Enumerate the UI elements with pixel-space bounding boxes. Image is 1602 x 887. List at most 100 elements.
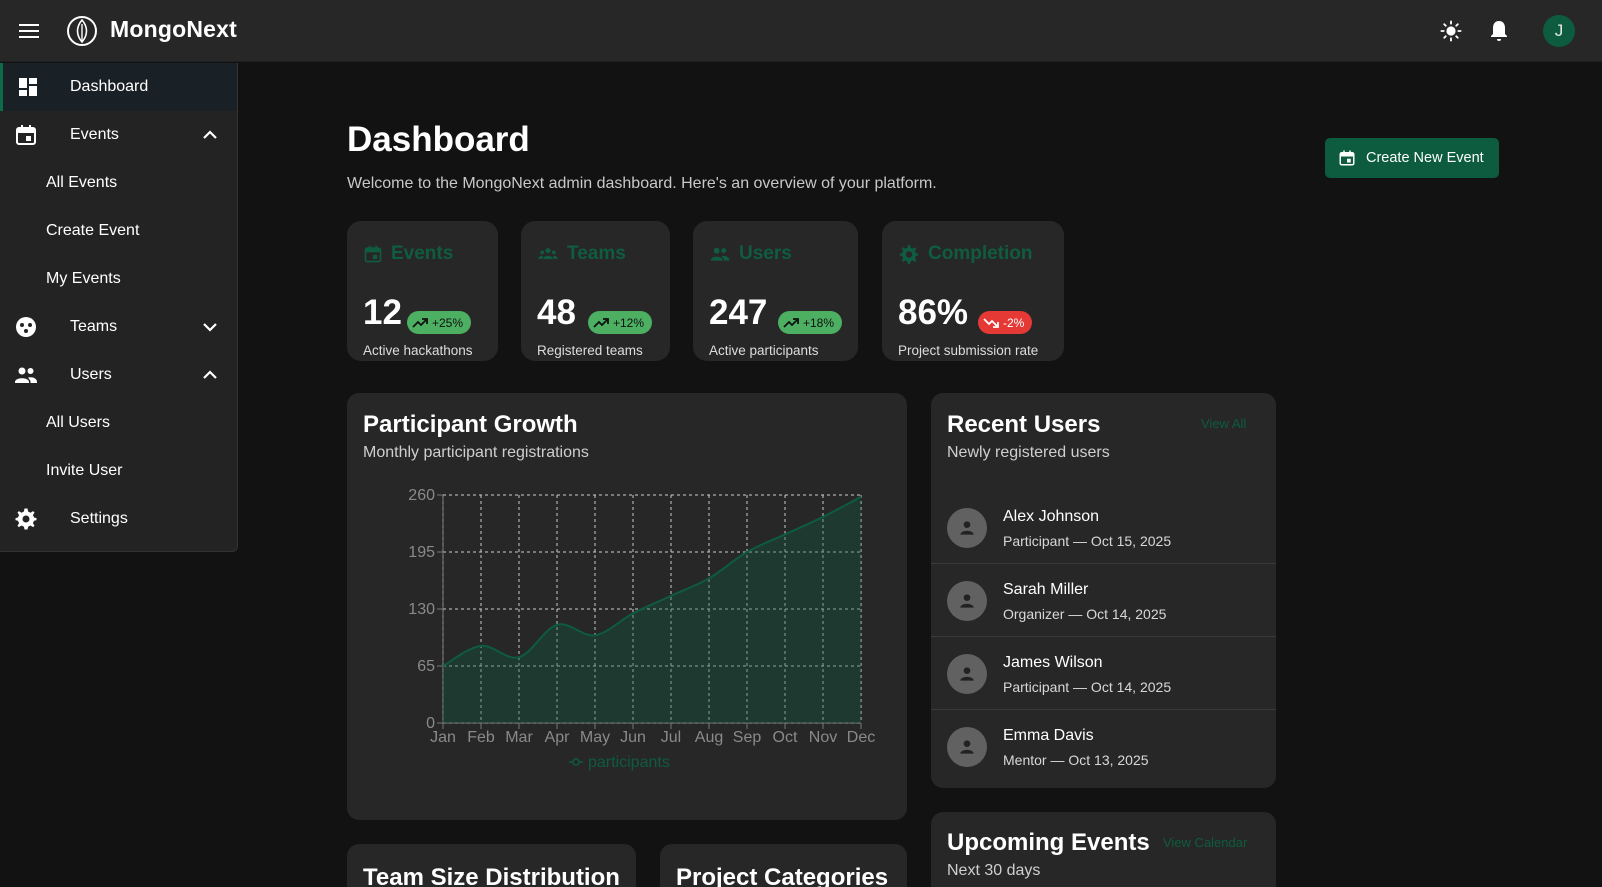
person-icon	[960, 521, 974, 535]
legend-swatch-dot	[572, 758, 580, 766]
stat-caption: Registered teams	[537, 343, 643, 358]
sidebar-item-label: Settings	[70, 510, 128, 527]
avatar	[947, 508, 987, 548]
logo-icon	[66, 15, 98, 47]
notifications-bell-icon[interactable]	[1487, 19, 1511, 43]
list-item[interactable]: Emma Davis Mentor — Oct 13, 2025	[931, 710, 1276, 783]
x-tick-label: Sep	[733, 729, 762, 746]
view-calendar-link[interactable]: View Calendar	[1163, 835, 1248, 850]
sidebar-item-teams[interactable]: Teams	[0, 303, 237, 351]
sidebar-item-my-events[interactable]: My Events	[0, 255, 237, 303]
trend-value: +25%	[432, 315, 464, 330]
avatar	[947, 654, 987, 694]
card-title: Team Size Distribution	[363, 864, 620, 887]
sidebar-item-users[interactable]: Users	[0, 351, 237, 399]
stat-caption: Active participants	[709, 343, 819, 358]
stat-card-teams: Teams 48 +12% Registered teams	[521, 221, 670, 361]
team-size-distribution-card: Team Size Distribution	[347, 844, 636, 887]
legend-label-participants: participants	[588, 754, 670, 771]
person-icon	[960, 667, 974, 681]
stat-value: 86%	[898, 293, 969, 332]
user-avatar[interactable]: J	[1543, 15, 1575, 47]
participant-growth-chart: 0 65 130 195 260 Jan Feb Mar Apr May Jun Jul Aug Sep O…	[408, 487, 875, 771]
theme-toggle-sun-icon[interactable]	[1439, 19, 1463, 43]
sidebar-item-all-users[interactable]: All Users	[0, 399, 237, 447]
sidebar-item-label: Create Event	[46, 222, 140, 239]
x-tick-label: Jun	[620, 729, 646, 746]
create-new-event-button[interactable]: Create New Event	[1325, 138, 1499, 178]
calendar-icon	[364, 245, 382, 263]
person-icon	[960, 594, 974, 608]
stat-title: Teams	[567, 243, 626, 264]
gear-icon	[15, 508, 37, 530]
recent-users-card: Recent Users Newly registered users View…	[931, 393, 1276, 788]
trend-value: -2%	[1003, 315, 1025, 330]
calendar-icon	[16, 125, 36, 145]
stat-header: Teams	[537, 243, 626, 265]
page-title: Dashboard	[347, 120, 530, 159]
sidebar-item-label: My Events	[46, 270, 121, 287]
user-date: — Oct 14, 2025	[1064, 606, 1167, 622]
sidebar-item-events[interactable]: Events	[0, 111, 237, 159]
stat-title: Users	[739, 243, 792, 264]
page-subtitle: Welcome to the MongoNext admin dashboard…	[347, 175, 937, 192]
groups-icon	[538, 248, 558, 259]
list-item[interactable]: Alex Johnson Participant — Oct 15, 2025	[931, 491, 1276, 564]
user-meta: Organizer — Oct 14, 2025	[1003, 606, 1166, 622]
menu-icon[interactable]	[17, 19, 41, 43]
user-meta: Participant — Oct 15, 2025	[1003, 533, 1171, 549]
stat-value: 48	[537, 293, 576, 332]
user-role: Participant	[1003, 679, 1070, 695]
x-tick-label: May	[580, 729, 610, 746]
y-tick-label: 65	[417, 658, 435, 675]
sidebar-item-create-event[interactable]: Create Event	[0, 207, 237, 255]
sidebar-item-label: Users	[70, 366, 112, 383]
app-title: MongoNext	[110, 16, 238, 42]
card-subtitle: Newly registered users	[947, 444, 1110, 461]
chevron-down-icon	[203, 323, 217, 332]
user-name: Sarah Miller	[1003, 581, 1089, 598]
view-all-link[interactable]: View All	[1201, 416, 1247, 431]
x-tick-label: Jan	[430, 729, 456, 746]
calendar-icon	[1339, 150, 1355, 166]
stat-caption: Active hackathons	[363, 343, 473, 358]
stat-card-events: Events 12 +25% Active hackathons	[347, 221, 498, 361]
list-item[interactable]: James Wilson Participant — Oct 14, 2025	[931, 637, 1276, 710]
user-meta: Mentor — Oct 13, 2025	[1003, 752, 1149, 768]
x-tick-label: Oct	[773, 729, 798, 746]
stat-title: Events	[391, 243, 454, 264]
x-tick-label: Mar	[505, 729, 533, 746]
sidebar-item-settings[interactable]: Settings	[0, 495, 237, 543]
user-name: Emma Davis	[1003, 727, 1094, 744]
trending-down-icon	[983, 317, 999, 328]
gear-icon	[899, 244, 919, 265]
trending-up-icon	[412, 317, 428, 328]
y-tick-label: 130	[408, 601, 435, 618]
x-tick-label: Apr	[545, 729, 571, 746]
trend-value: +18%	[803, 315, 835, 330]
sidebar-item-dashboard[interactable]: Dashboard	[0, 63, 237, 111]
participant-growth-card: Participant Growth Monthly participant r…	[347, 393, 907, 820]
trend-badge: -2%	[978, 311, 1033, 334]
avatar	[947, 581, 987, 621]
create-new-event-label: Create New Event	[1366, 150, 1484, 166]
user-role: Organizer	[1003, 606, 1065, 622]
card-title: Recent Users	[947, 411, 1101, 438]
user-meta: Participant — Oct 14, 2025	[1003, 679, 1171, 695]
person-icon	[960, 740, 974, 754]
sidebar-item-invite-user[interactable]: Invite User	[0, 447, 237, 495]
chevron-up-icon	[203, 370, 217, 379]
chevron-up-icon	[203, 130, 217, 139]
sidebar-item-label: Invite User	[46, 462, 123, 479]
trending-up-icon	[783, 317, 799, 328]
y-tick-label: 260	[408, 487, 435, 504]
list-item[interactable]: Sarah Miller Organizer — Oct 14, 2025	[931, 564, 1276, 637]
user-role: Mentor	[1003, 752, 1047, 768]
y-tick-label: 0	[426, 715, 435, 732]
sidebar-item-all-events[interactable]: All Events	[0, 159, 237, 207]
x-tick-label: Nov	[809, 729, 837, 746]
users-icon	[15, 367, 37, 383]
user-role: Participant	[1003, 533, 1070, 549]
stat-value: 12	[363, 293, 402, 332]
user-date: — Oct 14, 2025	[1069, 679, 1172, 695]
